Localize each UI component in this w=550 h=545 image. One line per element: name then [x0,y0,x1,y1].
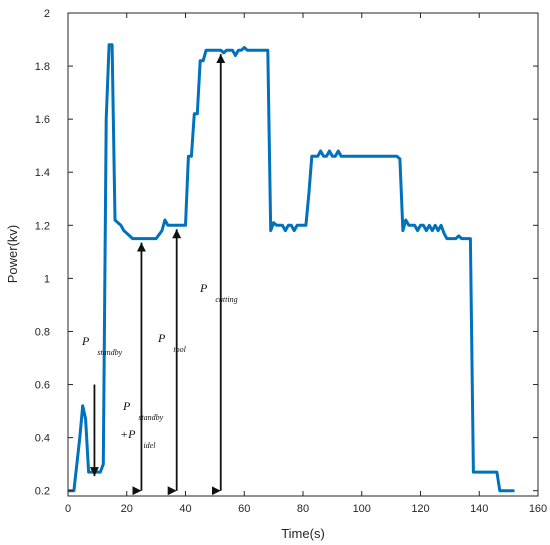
x-tick-label: 80 [297,503,309,515]
x-tick-label: 140 [470,503,488,515]
series-line-0 [68,43,515,493]
x-tick-label: 40 [179,503,191,515]
y-tick-label: 0.8 [35,326,50,338]
x-tick-label: 120 [411,503,429,515]
y-tick-label: 1.8 [35,61,50,73]
y-tick-label: 0.6 [35,380,50,392]
x-tick-label: 0 [65,503,71,515]
x-axis-label: Time(s) [281,526,325,541]
annotation-layer: Pstandby Pstandby +Pidel Ptool Pcutting [81,54,238,491]
x-tick-label: 160 [529,503,547,515]
y-tick-label: 0.4 [35,433,50,445]
annotation-label: Pstandby [122,399,164,422]
annotation-label: Ptool [157,331,187,354]
y-tick-label: 1.6 [35,114,50,126]
annotation-label: Pcutting [199,281,238,304]
y-axis-label: Power(kv) [5,225,20,284]
series-layer [68,43,515,493]
x-tick-label: 20 [121,503,133,515]
y-tick-label: 1.2 [35,220,50,232]
annotation-label: Pstandby [81,334,123,357]
y-tick-label: 2 [44,8,50,20]
x-tick-label: 60 [238,503,250,515]
y-tick-label: 0.2 [35,486,50,498]
y-tick-label: 1.4 [35,167,50,179]
annotation-label-line2: +Pidel [120,427,156,450]
x-tick-label: 100 [353,503,371,515]
y-tick-label: 1 [44,273,50,285]
tick-layer: 0 20 40 60 80 100 120 140 160 0.2 0.4 0.6 0.8 1 1.2 1.4… [35,8,547,515]
plot-area [68,13,538,496]
